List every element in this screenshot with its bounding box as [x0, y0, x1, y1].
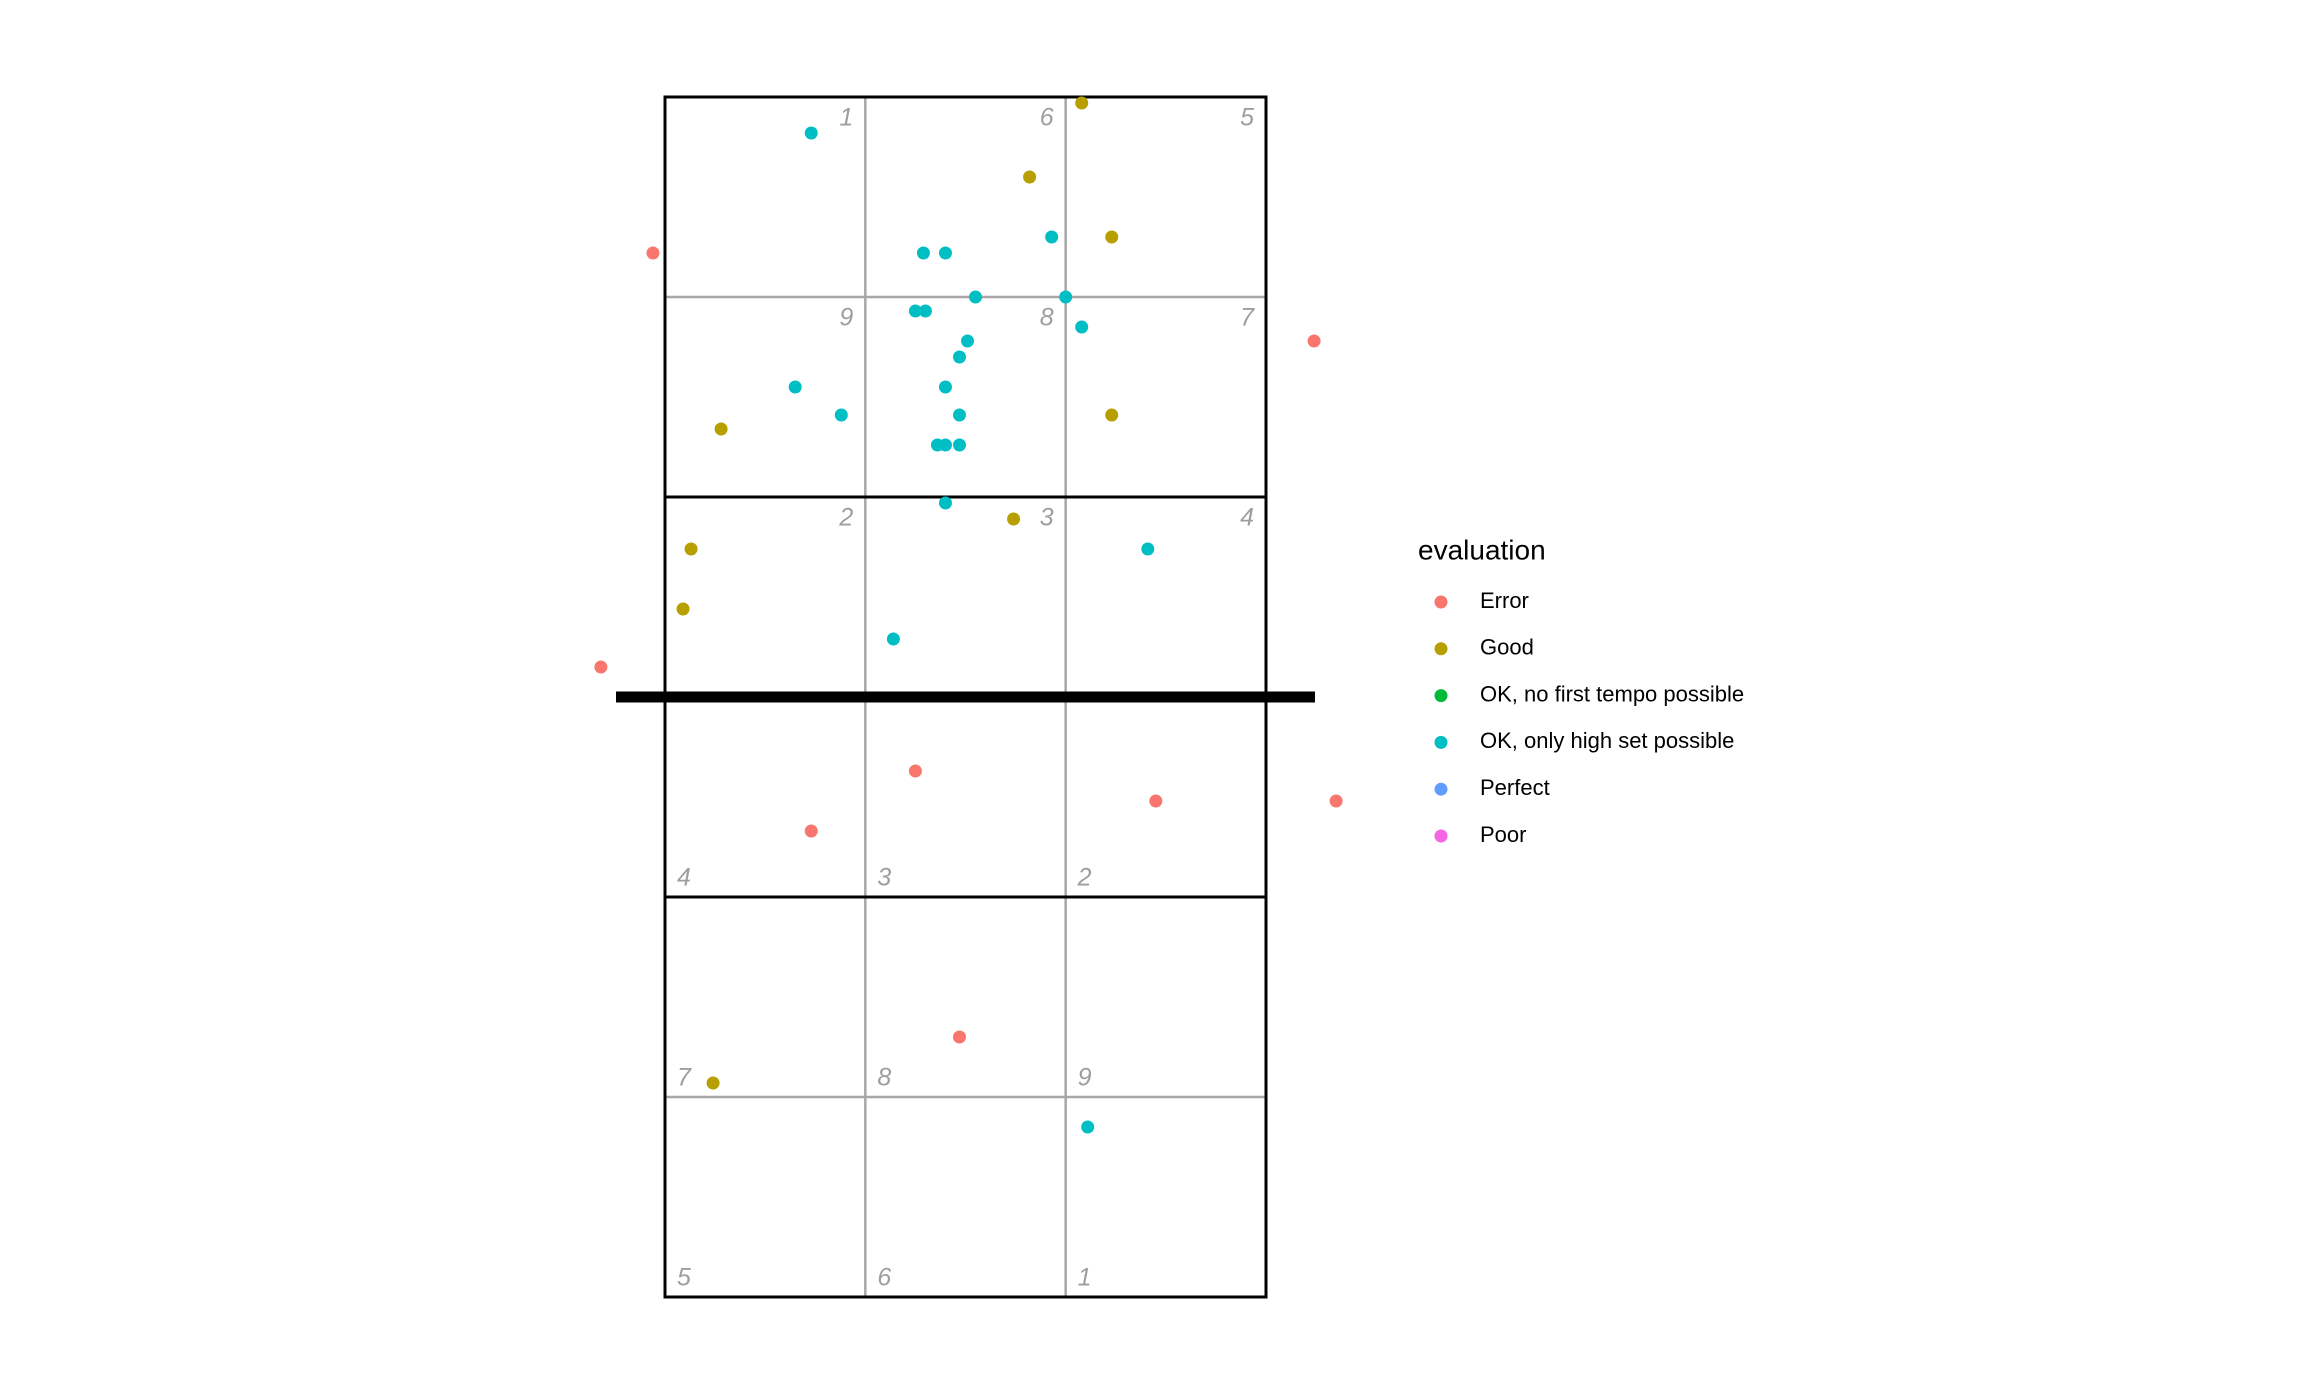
zone-label: 1 [1078, 1264, 1092, 1292]
point [804, 126, 818, 140]
zone-label: 5 [677, 1264, 691, 1292]
legend-label: Good [1480, 635, 1534, 660]
point [938, 380, 952, 394]
point [804, 824, 818, 838]
point [908, 764, 922, 778]
point [1149, 794, 1163, 808]
legend-label: OK, only high set possible [1480, 728, 1734, 753]
point [1045, 230, 1059, 244]
zone-label: 3 [877, 864, 891, 892]
zone-label: 3 [1040, 504, 1054, 532]
legend-key [1434, 735, 1448, 749]
point [952, 408, 966, 422]
legend-label: Error [1480, 588, 1529, 613]
point [1075, 96, 1089, 110]
zone-label: 4 [1240, 504, 1254, 532]
point [938, 496, 952, 510]
point [594, 660, 608, 674]
point [676, 602, 690, 616]
point [834, 408, 848, 422]
point [952, 438, 966, 452]
point [1007, 512, 1021, 526]
legend-key [1434, 782, 1448, 796]
point [952, 350, 966, 364]
zone-label: 7 [677, 1064, 692, 1092]
point [952, 1030, 966, 1044]
legend-key [1434, 595, 1448, 609]
point [1059, 290, 1073, 304]
point [706, 1076, 720, 1090]
zone-label: 8 [877, 1064, 891, 1092]
point [1105, 408, 1119, 422]
zone-label: 1 [839, 104, 853, 132]
point [918, 304, 932, 318]
point [1105, 230, 1119, 244]
point [961, 334, 975, 348]
point [938, 438, 952, 452]
point [1141, 542, 1155, 556]
zone-label: 7 [1240, 304, 1255, 332]
zone-label: 5 [1240, 104, 1254, 132]
legend-key [1434, 642, 1448, 656]
point [1329, 794, 1343, 808]
zone-label: 8 [1040, 304, 1054, 332]
point [969, 290, 983, 304]
point [908, 304, 922, 318]
point [788, 380, 802, 394]
legend-label: Poor [1480, 822, 1526, 847]
zone-label: 6 [1040, 104, 1054, 132]
legend-key [1434, 689, 1448, 703]
point [1023, 170, 1037, 184]
zone-label: 2 [1077, 864, 1092, 892]
legend-label: Perfect [1480, 775, 1550, 800]
point [886, 632, 900, 646]
point [916, 246, 930, 260]
point [714, 422, 728, 436]
point [684, 542, 698, 556]
legend-label: OK, no first tempo possible [1480, 681, 1744, 706]
point [1081, 1120, 1095, 1134]
legend-title: evaluation [1418, 534, 1546, 565]
point [1307, 334, 1321, 348]
zone-label: 6 [877, 1264, 891, 1292]
zone-label: 4 [677, 864, 691, 892]
point [646, 246, 660, 260]
point [1075, 320, 1089, 334]
zone-label: 9 [1078, 1064, 1092, 1092]
legend-key [1434, 829, 1448, 843]
zone-label: 2 [838, 504, 853, 532]
zone-label: 9 [839, 304, 853, 332]
point [938, 246, 952, 260]
